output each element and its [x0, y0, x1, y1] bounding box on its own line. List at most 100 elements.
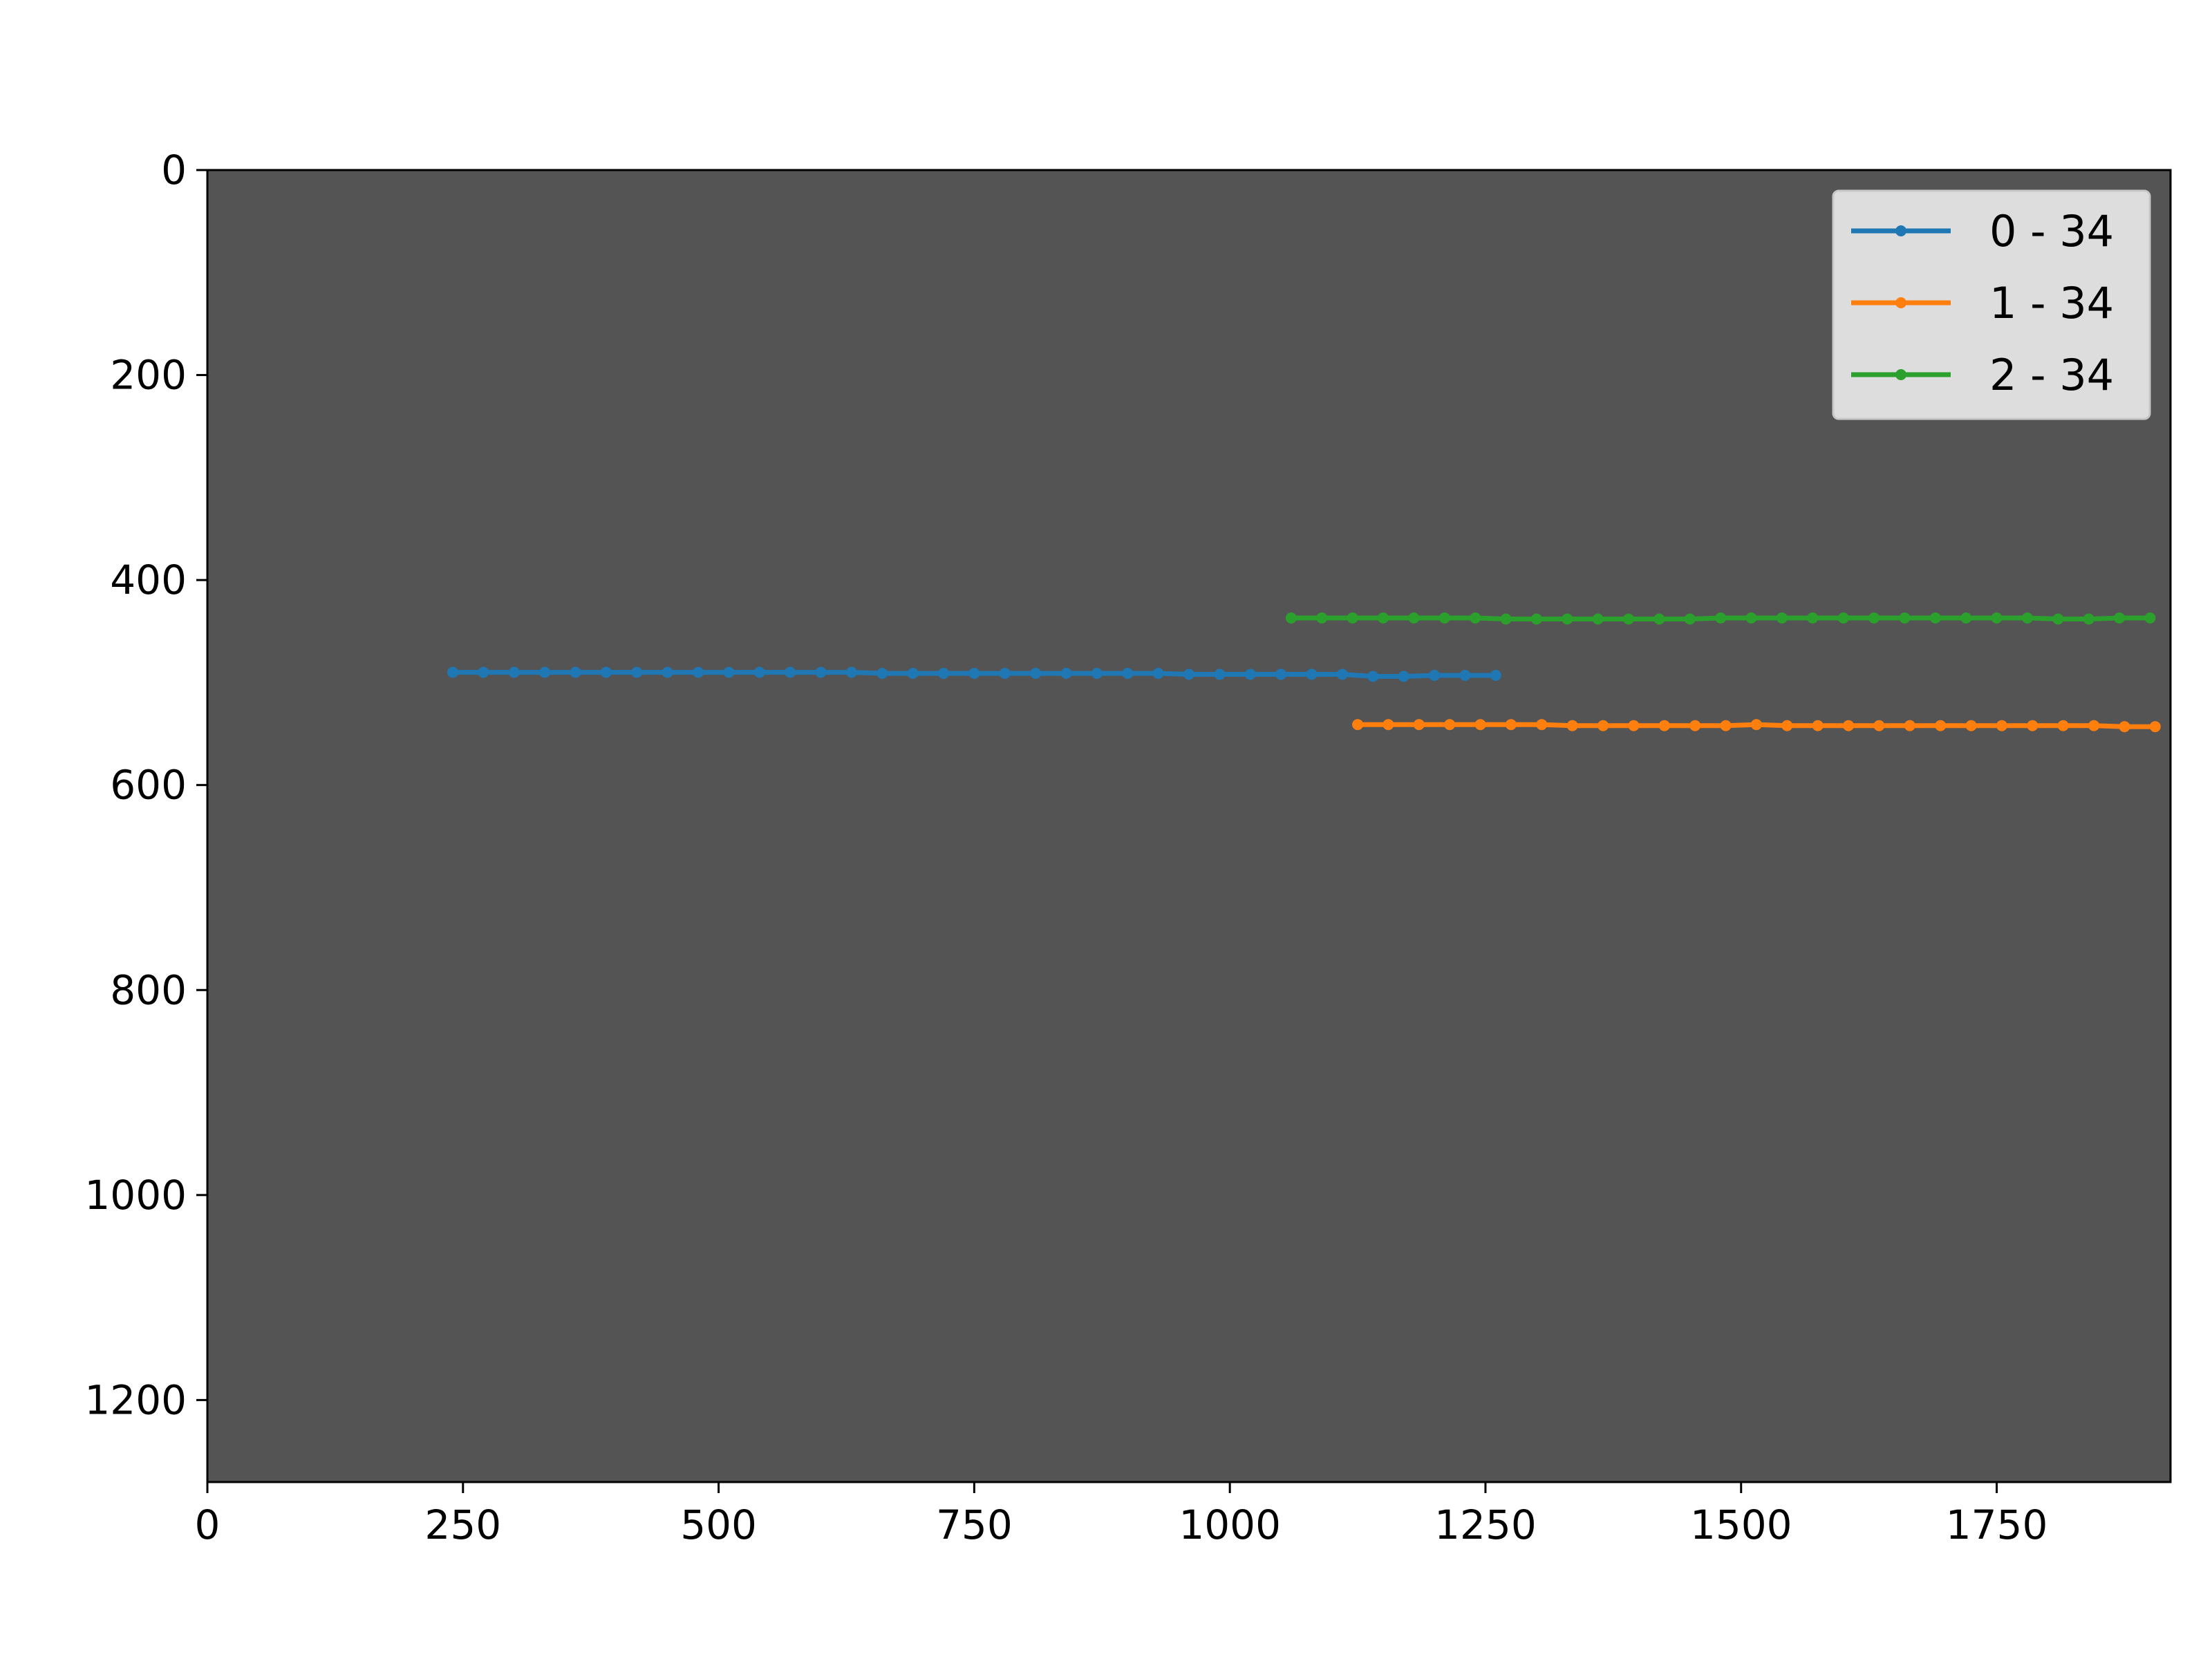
- data-point: [1285, 612, 1297, 624]
- data-point: [1868, 612, 1880, 624]
- data-point: [999, 668, 1011, 679]
- data-point: [1592, 613, 1604, 625]
- data-point: [1347, 612, 1358, 624]
- legend-label: 2 - 34: [1989, 350, 2114, 400]
- data-point: [1505, 719, 1517, 731]
- data-point: [1781, 720, 1793, 731]
- series-2: [1285, 612, 2156, 625]
- data-point: [1122, 668, 1134, 679]
- legend-label: 1 - 34: [1989, 278, 2114, 328]
- data-point: [1750, 719, 1762, 731]
- data-point: [1628, 720, 1640, 731]
- y-tick-label: 400: [110, 556, 187, 603]
- data-point: [753, 666, 765, 678]
- data-point: [1306, 668, 1318, 680]
- data-point: [1536, 719, 1548, 731]
- data-point: [1490, 670, 1501, 681]
- data-point: [815, 666, 827, 678]
- data-point: [1996, 720, 2007, 731]
- data-point: [1152, 668, 1164, 679]
- data-point: [1459, 670, 1471, 681]
- data-point: [1367, 671, 1379, 682]
- data-point: [2088, 720, 2100, 731]
- data-point: [478, 666, 489, 678]
- data-point: [1378, 612, 1389, 624]
- data-point: [1183, 668, 1194, 680]
- data-point: [1720, 720, 1732, 731]
- data-point: [539, 666, 551, 678]
- y-axis: 0 200 400 600 800 1000 1200: [84, 147, 207, 1423]
- y-tick-label: 800: [110, 966, 187, 1013]
- data-point: [1408, 612, 1420, 624]
- data-point: [1689, 720, 1701, 731]
- data-point: [1244, 668, 1256, 680]
- data-point: [2149, 721, 2161, 733]
- x-tick-label: 1250: [1434, 1501, 1537, 1548]
- data-point: [508, 666, 520, 678]
- data-point: [1837, 612, 1849, 624]
- data-point: [1745, 612, 1757, 624]
- x-tick-label: 1750: [1946, 1501, 2048, 1548]
- data-point: [938, 668, 949, 679]
- data-point: [1316, 612, 1328, 624]
- data-point: [2021, 612, 2033, 624]
- data-point: [1843, 720, 1855, 731]
- data-point: [1214, 668, 1226, 680]
- data-point: [2057, 720, 2069, 731]
- data-point: [2083, 613, 2094, 625]
- y-tick-label: 1000: [84, 1172, 187, 1219]
- data-point: [1597, 720, 1609, 731]
- data-point: [1566, 720, 1578, 731]
- data-point: [845, 666, 857, 678]
- data-point: [1336, 668, 1348, 680]
- data-point: [1873, 720, 1885, 731]
- legend[interactable]: 0 - 34 1 - 34 2 - 34: [1832, 189, 2151, 420]
- data-point: [877, 668, 888, 679]
- data-point: [631, 666, 643, 678]
- legend-marker: [1895, 297, 1906, 308]
- data-point: [1715, 612, 1727, 624]
- data-point: [968, 668, 980, 679]
- data-point: [1530, 613, 1542, 625]
- data-point: [1653, 613, 1665, 625]
- x-axis: 0 250 500 750 1000 1250 1500 1750: [195, 1482, 2048, 1548]
- y-tick-label: 0: [161, 147, 187, 194]
- x-tick-label: 500: [680, 1501, 757, 1548]
- legend-item-1[interactable]: 1 - 34: [1851, 278, 2114, 328]
- data-point: [723, 666, 735, 678]
- series-layer: [447, 612, 2161, 733]
- legend-item-0[interactable]: 0 - 34: [1851, 206, 2114, 256]
- x-tick-label: 750: [936, 1501, 1013, 1548]
- data-point: [2027, 720, 2038, 731]
- data-point: [1807, 612, 1819, 624]
- legend-label: 0 - 34: [1989, 206, 2114, 256]
- legend-box: [1832, 189, 2151, 420]
- data-point: [1275, 668, 1287, 680]
- data-point: [1776, 612, 1788, 624]
- data-point: [1382, 719, 1394, 731]
- data-point: [1060, 668, 1072, 679]
- data-point: [1935, 720, 1947, 731]
- plot-frame: [206, 169, 2172, 1483]
- data-point: [1474, 719, 1486, 731]
- data-point: [1091, 668, 1103, 679]
- data-point: [1352, 719, 1364, 731]
- data-point: [1562, 613, 1573, 625]
- data-point: [447, 666, 458, 678]
- data-point: [907, 668, 919, 679]
- data-point: [1444, 719, 1456, 731]
- data-point: [1658, 720, 1670, 731]
- data-point: [1965, 720, 1977, 731]
- data-point: [1960, 612, 1972, 624]
- data-point: [1929, 612, 1941, 624]
- legend-item-2[interactable]: 2 - 34: [1851, 350, 2114, 400]
- data-point: [1500, 613, 1512, 625]
- y-tick-label: 600: [110, 762, 187, 809]
- series-0: [447, 666, 1501, 682]
- data-point: [1623, 613, 1634, 625]
- data-point: [785, 666, 796, 678]
- data-point: [600, 666, 612, 678]
- x-tick-label: 250: [424, 1501, 501, 1548]
- data-point: [2114, 612, 2125, 624]
- data-point: [662, 666, 673, 678]
